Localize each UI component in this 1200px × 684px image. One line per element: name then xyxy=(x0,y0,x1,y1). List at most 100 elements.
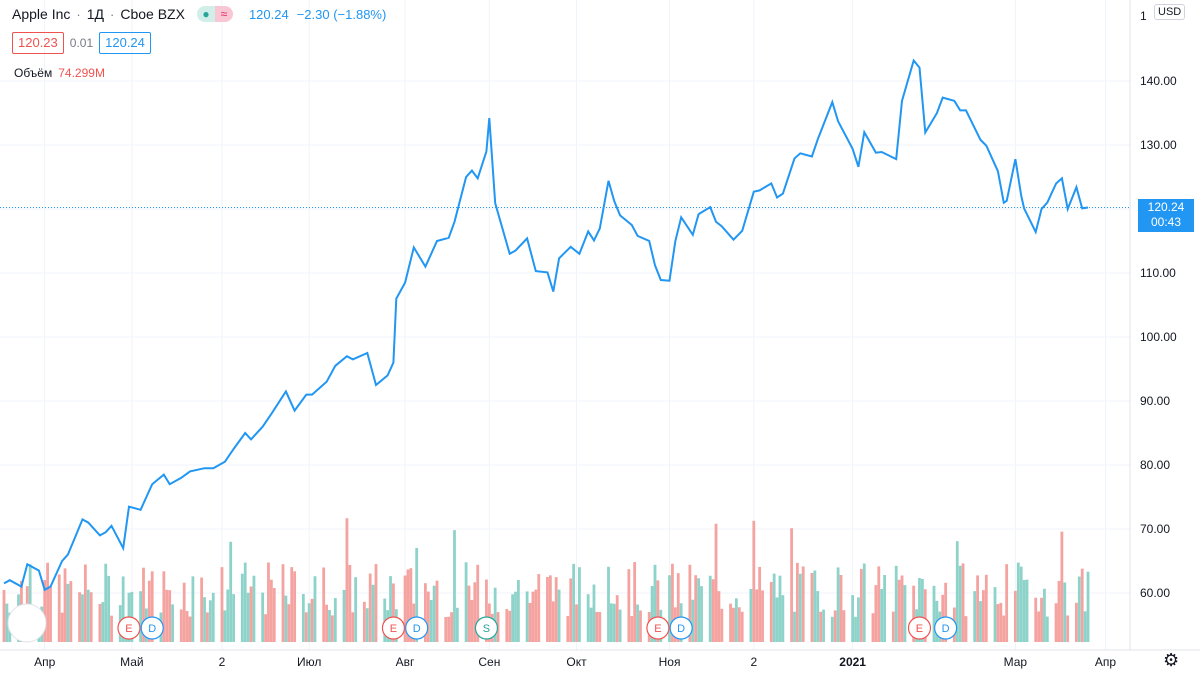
volume-bar xyxy=(656,580,660,642)
volume-bar xyxy=(816,591,820,642)
ask-button[interactable]: 120.24 xyxy=(99,32,151,54)
volume-bar xyxy=(284,595,288,642)
volume-bar xyxy=(1080,568,1084,642)
volume-bar xyxy=(676,573,680,642)
volume-bar xyxy=(1075,602,1078,642)
volume-bar xyxy=(752,520,756,642)
volume-bar xyxy=(107,575,111,642)
dividend-marker[interactable]: D xyxy=(140,616,164,640)
volume-bar xyxy=(89,592,93,642)
earnings-marker[interactable]: E xyxy=(907,616,932,640)
x-tick-label: 2 xyxy=(750,655,757,669)
volume-bar xyxy=(732,607,735,642)
volume-bar xyxy=(961,563,965,642)
earnings-marker[interactable]: E xyxy=(381,616,406,640)
volume-bar xyxy=(464,562,468,642)
volume-bar xyxy=(1037,611,1041,642)
volume-bar xyxy=(1005,564,1009,642)
volume-bar xyxy=(83,564,87,642)
volume-bar xyxy=(798,573,802,642)
volume-bar xyxy=(78,592,81,642)
currency-button[interactable]: USD xyxy=(1154,4,1186,20)
volume-bar xyxy=(179,609,183,642)
volume-bar xyxy=(1045,616,1049,642)
exchange-label: Cboe BZX xyxy=(120,6,185,22)
split-marker[interactable]: S xyxy=(474,616,499,640)
volume-bar xyxy=(453,530,456,642)
market-open-icon: ● xyxy=(196,6,215,22)
volume-bar xyxy=(142,567,145,642)
volume-bar xyxy=(281,564,285,642)
volume-bar xyxy=(999,602,1003,642)
x-tick-label: 2021 xyxy=(839,655,866,669)
volume-bar xyxy=(304,612,308,642)
earnings-marker[interactable]: E xyxy=(646,616,670,640)
svg-text:E: E xyxy=(916,623,923,635)
volume-bar xyxy=(362,601,366,642)
volume-bar xyxy=(229,541,233,642)
volume-bar xyxy=(63,568,67,642)
volume-bar xyxy=(232,594,235,642)
volume-bar xyxy=(101,602,105,642)
dividend-marker[interactable]: D xyxy=(934,616,958,640)
volume-bar xyxy=(354,577,358,642)
volume-bar xyxy=(982,590,985,642)
volume-bar xyxy=(371,584,375,642)
dividend-marker[interactable]: D xyxy=(669,616,693,640)
volume-bar xyxy=(139,591,142,642)
interval-label[interactable]: 1Д xyxy=(86,6,104,22)
volume-bar xyxy=(894,565,898,642)
volume-bar xyxy=(618,609,622,642)
volume-bar xyxy=(429,600,433,642)
volume-bar xyxy=(211,592,215,642)
volume-bar xyxy=(897,579,901,642)
volume-bar xyxy=(627,569,631,642)
volume-bar xyxy=(517,580,520,642)
earnings-marker[interactable]: E xyxy=(117,616,141,640)
gear-icon[interactable]: ⚙ xyxy=(1163,650,1180,670)
volume-bar xyxy=(511,594,514,642)
volume-bar xyxy=(1063,582,1067,642)
volume-bar xyxy=(240,573,244,642)
last-price-value: 120.24 xyxy=(1147,200,1185,214)
volume-bar xyxy=(859,568,863,642)
x-tick-label: Апр xyxy=(34,655,56,669)
volume-bar xyxy=(737,607,741,642)
volume-bar xyxy=(331,615,334,642)
volume-bar xyxy=(822,609,825,642)
volume-bar xyxy=(1025,579,1029,642)
volume-bar xyxy=(1022,579,1026,642)
y-tick-label: 80.00 xyxy=(1140,458,1170,472)
volume-bar xyxy=(182,582,186,642)
bid-button[interactable]: 120.23 xyxy=(12,32,64,54)
volume-bar xyxy=(313,576,317,642)
x-tick-label: Июл xyxy=(297,655,321,669)
volume-bar xyxy=(548,575,552,642)
spread-value: 0.01 xyxy=(69,36,94,50)
volume-bar xyxy=(333,598,337,642)
volume-bar xyxy=(473,582,477,642)
status-pill[interactable]: ● ≈ xyxy=(196,6,233,22)
volume-bar xyxy=(1043,588,1046,642)
volume-bar xyxy=(688,564,692,642)
volume-bar xyxy=(833,610,837,642)
volume-bar xyxy=(1083,611,1087,642)
volume-bar xyxy=(691,599,695,642)
dividend-marker[interactable]: D xyxy=(405,616,429,640)
volume-bar xyxy=(98,603,102,642)
svg-text:D: D xyxy=(942,623,950,635)
volume-bar xyxy=(810,573,814,642)
volume-bar xyxy=(612,603,616,642)
volume-bar xyxy=(43,580,47,642)
volume-bar xyxy=(700,586,703,642)
symbol-title[interactable]: Apple Inc xyxy=(12,6,71,22)
volume-bar xyxy=(1034,597,1038,642)
svg-text:D: D xyxy=(413,623,421,635)
volume-bar xyxy=(871,613,875,642)
volume-bar xyxy=(493,587,497,642)
volume-bar xyxy=(778,575,782,642)
volume-bar xyxy=(697,578,700,642)
volume-bar xyxy=(1002,615,1006,642)
volume-bar xyxy=(781,595,785,642)
